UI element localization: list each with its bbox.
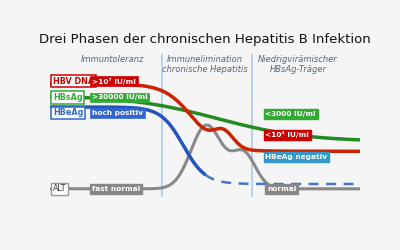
Text: hoch positiv: hoch positiv (92, 110, 143, 116)
Text: <10⁴ IU/ml: <10⁴ IU/ml (266, 132, 309, 138)
Text: HBV DNA: HBV DNA (53, 76, 94, 86)
Text: HBeAg negativ: HBeAg negativ (266, 154, 328, 160)
Text: >30000 IU/ml: >30000 IU/ml (92, 94, 148, 100)
Text: Immuntoleranz: Immuntoleranz (80, 55, 144, 64)
Text: HBeAg: HBeAg (53, 108, 84, 117)
Text: normal: normal (267, 186, 296, 192)
Text: >10⁷ IU/ml: >10⁷ IU/ml (92, 78, 136, 84)
Text: <3000 IU/ml: <3000 IU/ml (266, 111, 316, 117)
Text: Immunelimination
chronische Hepatitis: Immunelimination chronische Hepatitis (162, 55, 248, 74)
Text: fast normal: fast normal (92, 186, 140, 192)
Text: Niedrigvirämischer
HBsAg-Träger: Niedrigvirämischer HBsAg-Träger (258, 55, 338, 74)
Text: ALT: ALT (53, 184, 66, 193)
Text: HBsAg: HBsAg (53, 93, 83, 102)
Text: Drei Phasen der chronischen Hepatitis B Infektion: Drei Phasen der chronischen Hepatitis B … (39, 33, 371, 46)
